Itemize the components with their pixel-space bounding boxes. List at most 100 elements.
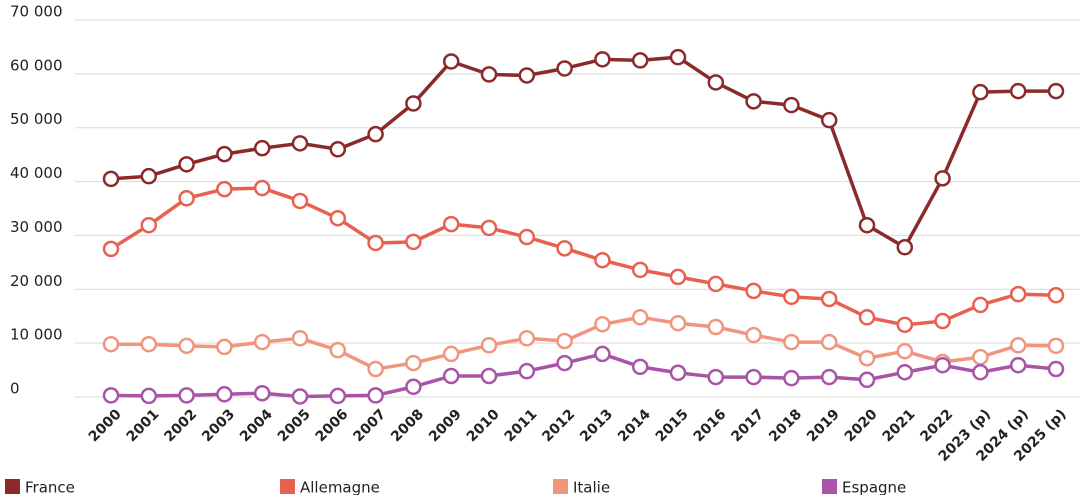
point — [934, 170, 951, 187]
x-tick-label: 2020 — [842, 406, 881, 445]
legend-swatch — [822, 479, 837, 494]
point — [291, 388, 309, 405]
point — [707, 368, 725, 386]
point — [820, 111, 838, 129]
point — [594, 51, 611, 68]
x-tick-label: 2008 — [388, 406, 427, 445]
point — [1047, 337, 1065, 355]
x-tick-label: 2014 — [615, 406, 654, 445]
x-tick-label: 2011 — [502, 406, 541, 445]
y-tick-label: 20 000 — [10, 272, 63, 290]
point — [140, 216, 158, 234]
x-tick-label: 2018 — [766, 406, 805, 445]
point — [102, 387, 120, 404]
point — [442, 215, 460, 233]
y-tick-label: 30 000 — [10, 218, 63, 236]
point — [669, 48, 687, 66]
series-line — [110, 352, 1057, 399]
point — [1009, 356, 1027, 374]
point — [972, 296, 989, 314]
point — [631, 52, 649, 69]
point — [556, 332, 573, 350]
x-tick-label: 2013 — [577, 406, 616, 445]
point — [556, 240, 573, 257]
x-tick-label: 2009 — [426, 406, 465, 445]
point — [783, 369, 800, 387]
legend-swatch — [280, 479, 295, 494]
point — [594, 251, 611, 269]
point — [442, 53, 460, 70]
point — [783, 96, 800, 114]
series-line — [110, 186, 1057, 327]
point — [783, 288, 800, 306]
point — [934, 312, 951, 330]
point — [405, 233, 422, 251]
x-tick-label: 2004 — [237, 406, 276, 445]
point — [253, 333, 271, 351]
x-tick-label: 2007 — [350, 406, 389, 445]
point — [216, 145, 233, 163]
legend-swatch — [553, 479, 568, 494]
point — [329, 341, 347, 359]
point — [518, 228, 536, 246]
legend-label: France — [25, 479, 75, 495]
point — [178, 387, 195, 404]
point — [367, 125, 384, 143]
x-tick-label: 2010 — [464, 406, 503, 445]
x-tick-label: 2021 — [880, 406, 919, 445]
y-tick-label: 50 000 — [10, 110, 63, 128]
point — [518, 330, 536, 347]
series-line — [110, 55, 1056, 250]
point — [140, 167, 158, 185]
point — [102, 240, 120, 258]
point — [367, 360, 384, 378]
point — [669, 268, 687, 286]
point — [518, 362, 536, 380]
point — [631, 358, 649, 376]
point — [707, 318, 725, 336]
x-tick-label: 2000 — [86, 406, 125, 445]
point — [556, 60, 573, 77]
x-tick-label: 2019 — [804, 406, 843, 445]
point — [858, 349, 876, 367]
point — [594, 316, 611, 333]
point — [745, 282, 762, 300]
point — [669, 364, 687, 382]
point — [631, 309, 649, 326]
point — [896, 342, 914, 360]
point — [896, 239, 914, 256]
y-tick-label: 70 000 — [10, 3, 63, 21]
point — [140, 335, 158, 353]
point — [480, 219, 498, 237]
x-tick-label: 2003 — [199, 406, 238, 445]
point — [405, 354, 422, 372]
point — [102, 170, 120, 188]
point — [291, 135, 309, 152]
point — [1047, 360, 1065, 378]
point — [329, 209, 347, 227]
point — [745, 326, 762, 344]
point — [972, 348, 989, 366]
point — [178, 190, 195, 207]
x-tick-label: 2005 — [275, 406, 314, 445]
point — [707, 275, 725, 293]
point — [140, 387, 158, 405]
y-tick-label: 40 000 — [10, 164, 63, 182]
point — [820, 333, 838, 351]
point — [291, 192, 309, 210]
point — [442, 367, 460, 385]
point — [442, 345, 460, 363]
legend-swatch — [5, 479, 20, 494]
point — [178, 337, 195, 355]
point — [291, 330, 309, 347]
point — [253, 179, 271, 197]
point — [405, 95, 422, 112]
y-tick-label: 60 000 — [10, 56, 63, 74]
point — [820, 368, 838, 386]
point — [934, 356, 951, 374]
point — [480, 66, 498, 83]
point — [178, 156, 195, 173]
x-tick-label: 2015 — [653, 406, 692, 445]
legend-label: Espagne — [842, 479, 906, 495]
